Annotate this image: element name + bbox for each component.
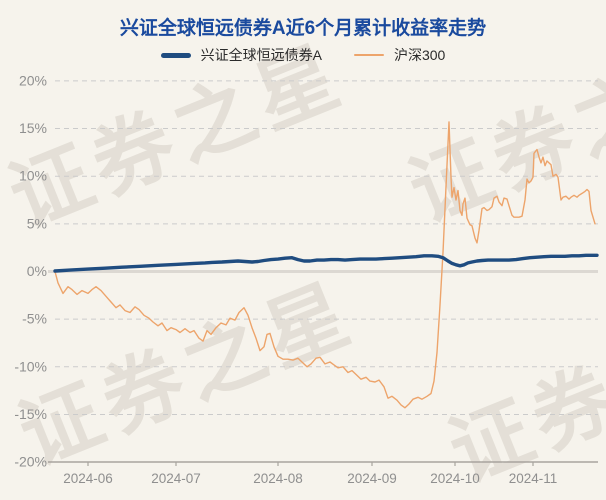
x-tick-label: 2024-10 (430, 471, 480, 486)
x-tick-label: 2024-07 (151, 471, 201, 486)
y-tick-label: 5% (27, 215, 47, 231)
index-return-line (54, 121, 596, 409)
fund-return-line (53, 253, 599, 273)
x-tick-label: 2024-11 (509, 471, 558, 486)
x-tick-label: 2024-08 (253, 471, 303, 486)
y-tick-label: 15% (19, 120, 47, 136)
x-tick-label: 2024-06 (63, 471, 113, 486)
y-tick-label: 10% (19, 168, 47, 184)
x-tick-label: 2024-09 (347, 471, 397, 486)
y-tick-label: -5% (22, 311, 47, 327)
y-tick-label: 20% (19, 72, 47, 88)
index-line-swatch (353, 54, 384, 56)
chart-legend: 兴证全球恒远债券A 沪深300 (0, 45, 606, 65)
legend-item-index: 沪深300 (353, 45, 446, 65)
y-tick-label: 0% (27, 263, 47, 279)
legend-item-fund: 兴证全球恒远债券A (160, 45, 322, 65)
y-tick-label: -10% (14, 358, 47, 374)
legend-label-index: 沪深300 (393, 47, 446, 63)
y-tick-label: -20% (14, 454, 47, 470)
legend-label-fund: 兴证全球恒远债券A (200, 47, 322, 63)
fund-line-swatch (160, 52, 191, 58)
chart-title: 兴证全球恒远债券A近6个月累计收益率走势 (119, 18, 487, 39)
y-tick-label: -15% (14, 406, 47, 422)
